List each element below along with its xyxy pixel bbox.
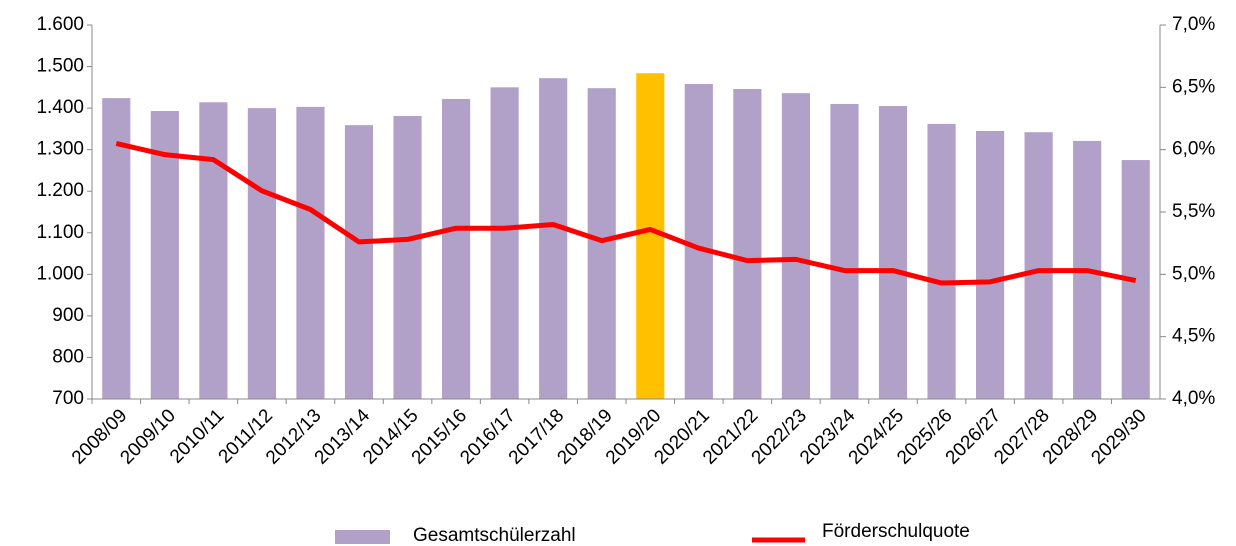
bar — [199, 102, 228, 399]
bar — [927, 123, 956, 399]
y-tick-label: 1.500 — [36, 56, 84, 77]
bar — [781, 93, 810, 399]
y-tick-label: 800 — [52, 346, 84, 367]
bar — [442, 98, 471, 400]
y-tick-label: 1.100 — [36, 222, 84, 243]
y-tick-label: 900 — [52, 305, 84, 326]
bar — [344, 125, 374, 399]
bar — [539, 78, 568, 400]
y2-tick-label: 5,5% — [1172, 201, 1215, 222]
y-tick-label: 700 — [52, 388, 84, 409]
bar — [587, 88, 616, 400]
y-tick-label: 1.400 — [36, 97, 84, 118]
bar — [976, 130, 1005, 399]
bar — [150, 111, 179, 400]
bar — [1024, 132, 1053, 400]
y-tick-label: 1.200 — [36, 180, 84, 201]
y-tick-label: 1.300 — [36, 139, 84, 160]
bar — [490, 87, 519, 399]
y2-tick-label: 7,0% — [1172, 14, 1215, 35]
bar — [393, 116, 422, 400]
bar — [247, 108, 276, 399]
y2-tick-label: 4,5% — [1172, 326, 1215, 347]
y2-tick-label: 5,0% — [1172, 263, 1215, 284]
bar — [684, 84, 713, 400]
legend-swatch — [335, 530, 390, 544]
bar — [636, 73, 665, 400]
y-tick-label: 1.000 — [36, 263, 84, 284]
legend-label: Gesamtschülerzahl — [413, 525, 576, 546]
bar — [296, 106, 325, 399]
y2-tick-label: 6,0% — [1172, 139, 1215, 160]
y-tick-label: 1.600 — [36, 14, 84, 35]
bar — [102, 98, 131, 399]
bar — [830, 103, 859, 399]
bar — [878, 106, 908, 400]
legend-label: Förderschulquote — [822, 521, 970, 542]
y2-tick-label: 6,5% — [1172, 76, 1215, 97]
y2-tick-label: 4,0% — [1172, 388, 1215, 409]
line — [115, 140, 1137, 286]
bar — [733, 88, 762, 400]
